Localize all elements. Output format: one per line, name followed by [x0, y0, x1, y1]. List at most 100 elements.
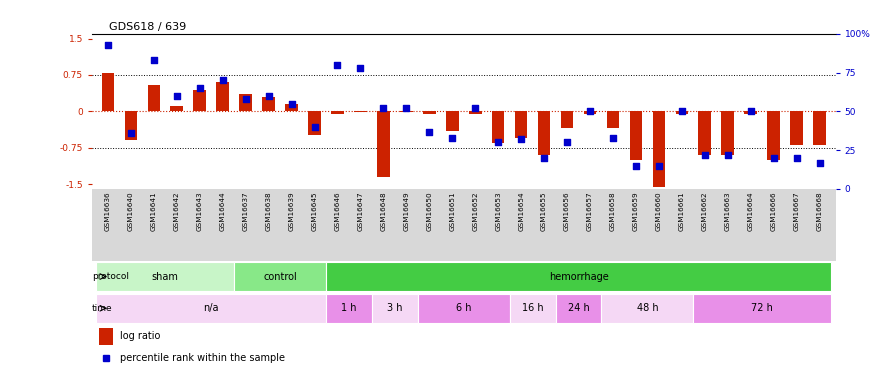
Point	[376, 105, 390, 111]
Bar	[509, 294, 556, 322]
Text: control: control	[263, 272, 297, 282]
Bar	[354, 111, 367, 112]
Text: GSM16655: GSM16655	[541, 191, 547, 231]
Point	[514, 136, 528, 142]
Bar	[193, 90, 206, 111]
Bar	[538, 111, 550, 155]
Bar	[262, 97, 275, 111]
Point	[697, 152, 711, 158]
Text: GSM16649: GSM16649	[403, 191, 410, 231]
Point	[766, 155, 780, 161]
Bar	[676, 111, 688, 114]
Text: GSM16644: GSM16644	[220, 191, 226, 231]
Point	[606, 135, 620, 141]
Text: GSM16652: GSM16652	[473, 191, 479, 231]
Bar	[331, 111, 344, 114]
Point	[813, 159, 827, 165]
Text: protocol: protocol	[92, 272, 130, 281]
Text: GSM16657: GSM16657	[587, 191, 593, 231]
Text: GDS618 / 639: GDS618 / 639	[109, 22, 186, 32]
Text: 48 h: 48 h	[637, 303, 658, 313]
Bar	[96, 262, 235, 291]
Point	[583, 108, 597, 114]
Point	[170, 93, 184, 99]
Point	[537, 155, 551, 161]
Bar	[171, 106, 183, 111]
Text: GSM16653: GSM16653	[495, 191, 501, 231]
Text: GSM16647: GSM16647	[358, 191, 363, 231]
Bar	[601, 294, 693, 322]
Text: GSM16646: GSM16646	[334, 191, 340, 231]
Bar	[240, 94, 252, 111]
Point	[192, 85, 206, 91]
Bar	[561, 111, 573, 128]
Text: GSM16654: GSM16654	[518, 191, 524, 231]
Text: GSM16659: GSM16659	[633, 191, 639, 231]
Text: GSM16636: GSM16636	[105, 191, 111, 231]
Point	[239, 96, 253, 102]
Point	[789, 155, 803, 161]
Point	[262, 93, 276, 99]
Bar	[767, 111, 780, 160]
Text: GSM16660: GSM16660	[656, 191, 662, 231]
Bar	[102, 72, 115, 111]
Point	[468, 105, 482, 111]
Text: n/a: n/a	[204, 303, 219, 313]
Bar	[96, 294, 326, 322]
Text: GSM16650: GSM16650	[426, 191, 432, 231]
Point	[560, 140, 574, 146]
Text: 16 h: 16 h	[522, 303, 543, 313]
Point	[652, 163, 666, 169]
Bar	[400, 111, 413, 112]
Bar	[745, 111, 757, 114]
Point	[629, 163, 643, 169]
Bar	[124, 111, 137, 141]
Bar	[100, 328, 113, 345]
Text: GSM16645: GSM16645	[312, 191, 318, 231]
Text: 3 h: 3 h	[387, 303, 402, 313]
Bar	[216, 82, 229, 111]
Bar	[308, 111, 321, 135]
Bar	[606, 111, 620, 128]
Text: GSM16640: GSM16640	[128, 191, 134, 231]
Point	[399, 105, 413, 111]
Text: GSM16643: GSM16643	[197, 191, 203, 231]
Bar	[446, 111, 458, 131]
Bar	[813, 111, 826, 145]
Text: percentile rank within the sample: percentile rank within the sample	[120, 353, 285, 363]
Point	[354, 65, 367, 71]
Text: 72 h: 72 h	[752, 303, 774, 313]
Text: GSM16668: GSM16668	[816, 191, 822, 231]
Bar	[372, 294, 418, 322]
Text: GSM16661: GSM16661	[679, 191, 685, 231]
Text: GSM16664: GSM16664	[748, 191, 753, 231]
Text: GSM16658: GSM16658	[610, 191, 616, 231]
Bar	[326, 262, 831, 291]
Text: sham: sham	[152, 272, 178, 282]
Text: GSM16663: GSM16663	[724, 191, 731, 231]
Bar	[790, 111, 803, 145]
Bar	[285, 104, 298, 111]
Point	[423, 129, 437, 135]
Text: 1 h: 1 h	[341, 303, 357, 313]
Point	[307, 124, 321, 130]
Text: hemorrhage: hemorrhage	[549, 272, 608, 282]
Point	[491, 140, 505, 146]
Bar	[698, 111, 711, 155]
Bar	[693, 294, 831, 322]
Text: GSM16642: GSM16642	[174, 191, 179, 231]
Text: 24 h: 24 h	[568, 303, 590, 313]
Bar	[234, 262, 326, 291]
Text: GSM16648: GSM16648	[381, 191, 387, 231]
Text: GSM16651: GSM16651	[449, 191, 455, 231]
Text: GSM16666: GSM16666	[771, 191, 777, 231]
Point	[101, 42, 115, 48]
Point	[331, 62, 345, 68]
Point	[675, 108, 689, 114]
Bar	[630, 111, 642, 160]
Bar	[584, 111, 597, 114]
Text: GSM16656: GSM16656	[564, 191, 570, 231]
Text: GSM16637: GSM16637	[242, 191, 248, 231]
Bar	[721, 111, 734, 155]
Point	[284, 100, 298, 106]
